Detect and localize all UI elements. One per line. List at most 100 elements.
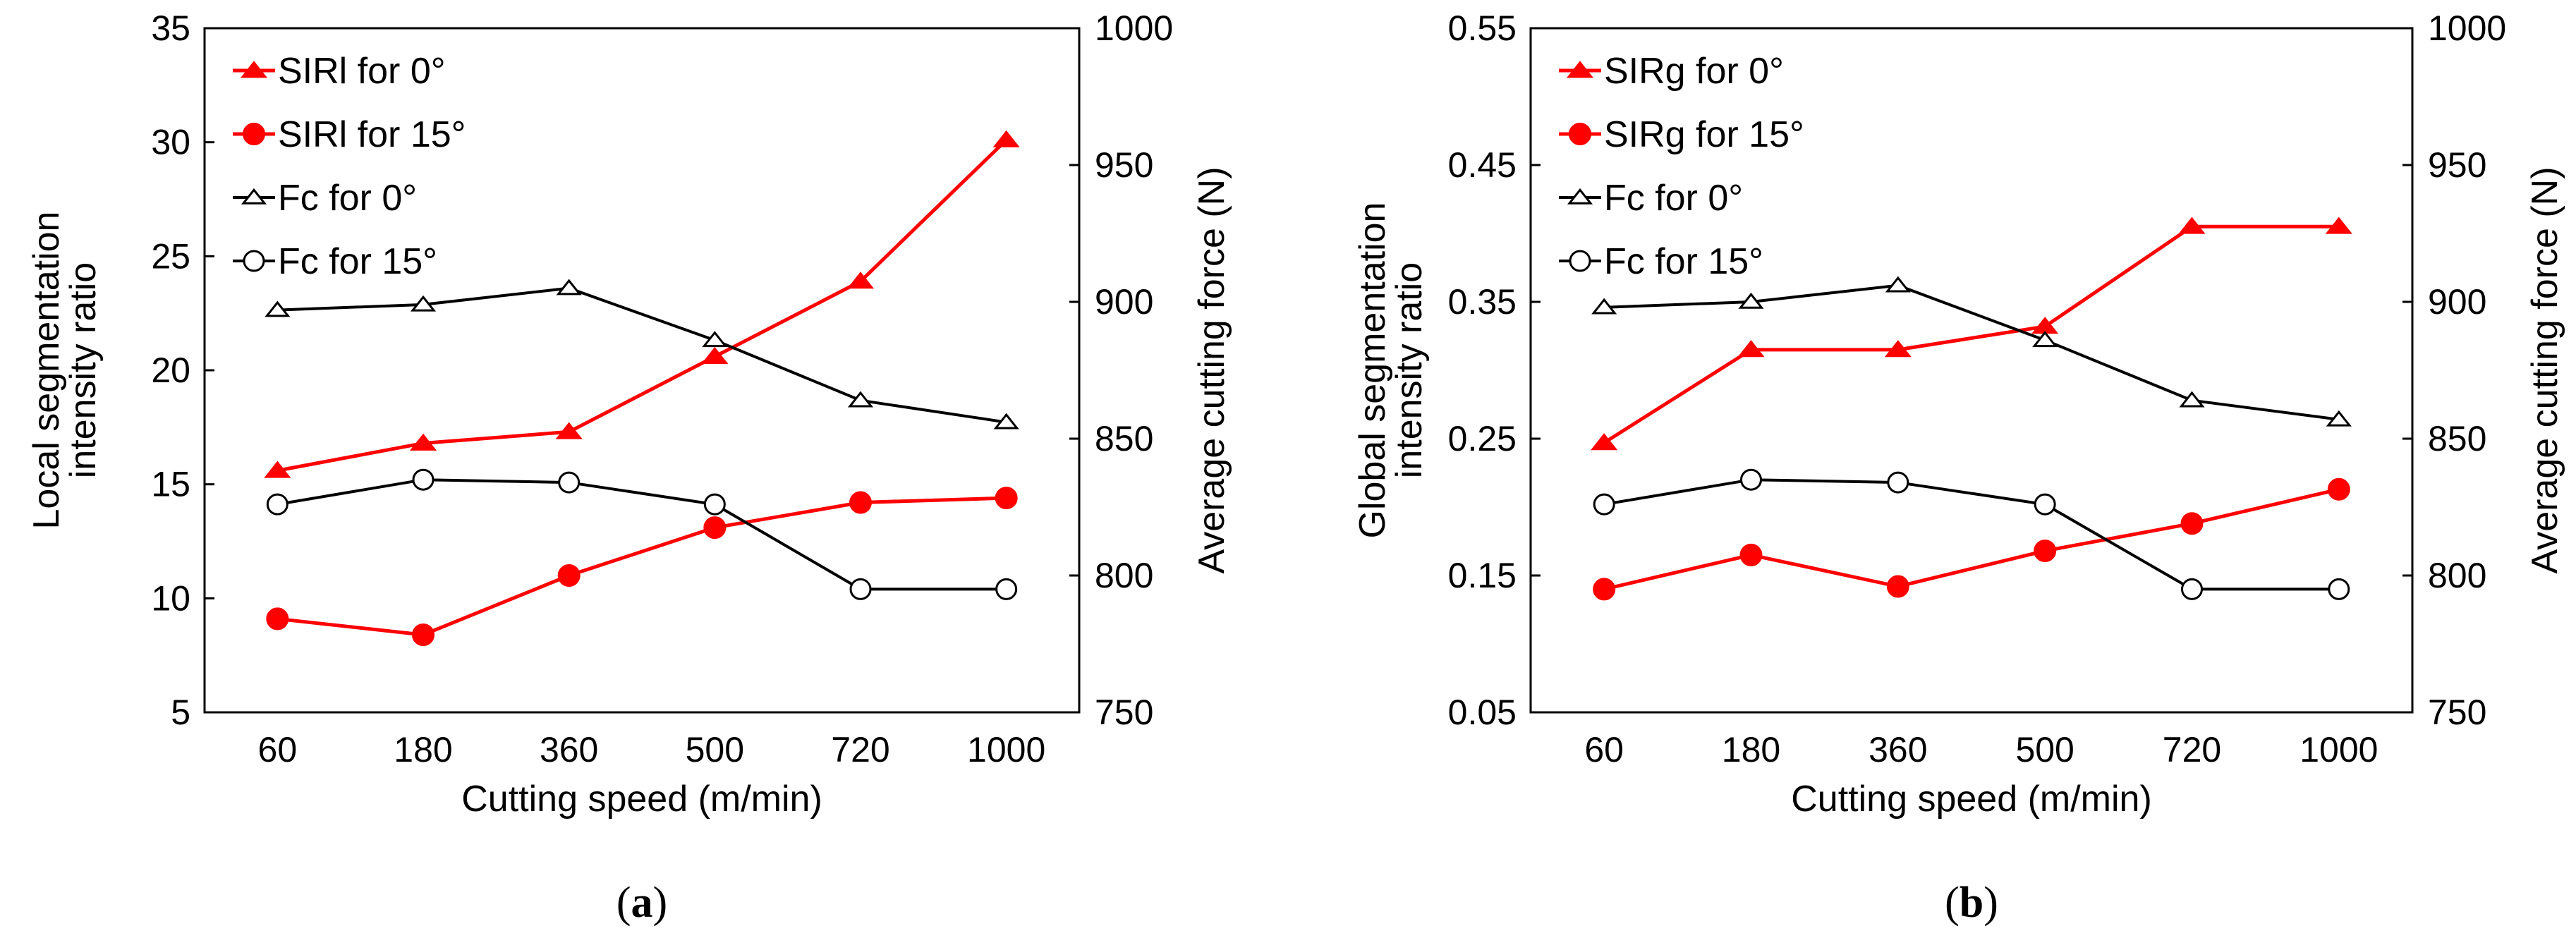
caption-open: ( [1945,879,1960,927]
x-tick-label: 720 [831,730,889,769]
series-2 [265,279,1019,430]
plot-frame [1529,27,2414,714]
data-point [703,516,727,540]
left-tick-label: 10 [151,578,190,618]
legend-swatch-marker [1566,61,1594,78]
series-line [277,496,1007,637]
legend-label: SIRg for 0° [1604,51,1784,92]
y-axis-label-left-line1: Global segmentation [1352,202,1393,539]
right-tick-label: 1000 [1095,8,1173,48]
left-tick-label: 0.25 [1448,419,1517,458]
y-axis-label-right: Average cutting force (N) [1191,166,1232,573]
data-point [1593,578,1616,601]
data-point [2181,578,2203,600]
data-point [846,272,875,289]
data-point [412,468,435,491]
series-line [277,138,1008,473]
right-tick-label: 850 [1095,419,1153,458]
data-point [2327,477,2350,501]
series-line [1604,284,2340,421]
data-point [558,471,581,494]
data-point [2178,217,2206,234]
data-point [2034,540,2057,563]
left-tick-label: 35 [151,8,190,48]
left-tick-label: 15 [151,465,190,504]
series-0 [264,130,1020,478]
data-point [2179,391,2205,408]
legend-swatch-marker [1569,250,1591,272]
x-tick-label: 180 [1722,730,1780,769]
data-point [1887,471,1909,494]
figure-caption: (b) [1945,879,1998,927]
x-tick-label: 1000 [2299,730,2378,769]
legend-swatch-marker [240,61,268,78]
data-point [264,461,291,478]
data-point [849,578,872,600]
data-point [1884,340,1912,358]
legend-swatch-marker [1567,188,1593,205]
data-point [265,300,291,317]
data-point [410,295,437,312]
data-point [1738,292,1764,309]
data-point [1886,575,1909,598]
series-line [277,478,1007,591]
left-tick-label: 5 [171,693,190,732]
caption-close: ) [1983,879,1998,927]
caption-letter: a [631,879,653,927]
legend-label: Fc for 0° [278,178,417,219]
x-axis-label: Cutting speed (m/min) [1791,779,2152,820]
data-point [1591,433,1618,451]
y-axis-label-right: Average cutting force (N) [2525,166,2565,573]
right-tick-label: 950 [1095,145,1153,185]
data-point [2034,493,2056,516]
right-tick-label: 800 [1095,556,1153,595]
data-point [557,564,581,587]
series-line [1603,224,2339,444]
data-point [995,487,1018,510]
left-tick-label: 0.45 [1448,145,1517,185]
legend: SIRl for 0° SIRl for 15° Fc for 0° Fc for 1… [233,51,466,282]
series-line [1603,478,2339,591]
x-tick-label: 360 [540,730,598,769]
legend: SIRg for 0° SIRg for 15° Fc for 0° Fc for 1… [1559,51,1804,282]
data-point [992,130,1020,147]
right-tick-label: 800 [2428,556,2486,595]
data-point [1885,276,1911,293]
legend-swatch-marker [241,188,267,205]
data-point [2328,578,2350,600]
legend-label: SIRl for 15° [278,114,466,155]
left-tick-label: 0.35 [1448,282,1517,322]
legend-label: SIRg for 15° [1604,114,1804,155]
y-axis-label-left-line1: Local segmentation [26,212,67,530]
data-point [2032,331,2058,348]
series-3 [1593,468,2350,600]
legend-label: Fc for 0° [1604,178,1743,219]
legend-swatch-marker [1569,123,1591,145]
left-tick-label: 0.05 [1448,693,1517,732]
data-point [849,491,872,514]
left-tick-label: 30 [151,123,190,162]
y-axis-label-left-line2: intensity ratio [63,262,104,478]
right-tick-label: 1000 [2428,8,2506,48]
data-point [703,493,726,516]
series-3 [266,468,1018,600]
data-point [1739,543,1763,566]
chart-a: 5 10 15 20 25 30 35 750 800 850 900 950 1000 60 180 360… [26,8,1232,927]
x-tick-label: 720 [2163,730,2221,769]
legend-swatch-marker [243,123,265,145]
data-point [847,391,874,408]
data-point [1593,493,1615,516]
figure-caption: (a) [616,879,667,927]
series-line [277,286,1007,424]
legend-label: Fc for 15° [278,241,437,282]
chart-b: 0.05 0.15 0.25 0.35 0.45 0.55 750 800 850 900 950 1… [1352,8,2565,927]
data-point [701,346,729,364]
series-1 [1593,477,2350,601]
left-tick-label: 0.55 [1448,8,1517,48]
data-point [995,578,1018,600]
right-tick-label: 950 [2428,145,2486,185]
right-tick-label: 750 [1095,693,1153,732]
right-tick-label: 900 [1095,282,1153,322]
series-1 [266,487,1018,647]
